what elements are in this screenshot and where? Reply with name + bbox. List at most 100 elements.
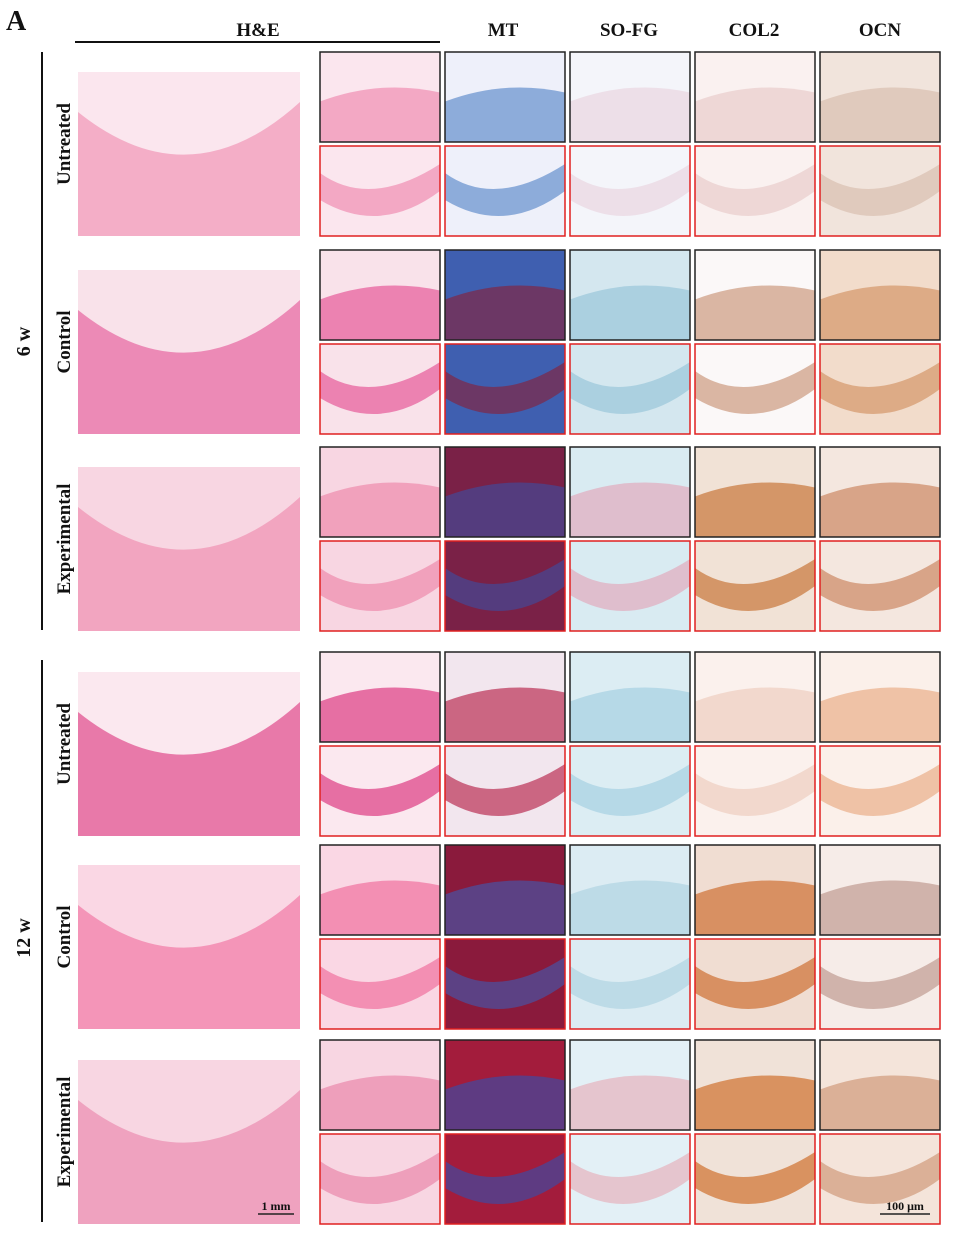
overview-tissue xyxy=(78,895,300,1029)
stain-tissue xyxy=(820,957,940,1009)
panel-border xyxy=(319,1039,441,1131)
group-label: 12 w xyxy=(13,918,35,958)
stain-tissue xyxy=(445,482,565,537)
stain-tissue xyxy=(320,559,440,611)
panel-border xyxy=(694,1133,816,1225)
stain-tissue xyxy=(570,764,690,816)
panel-border xyxy=(569,343,691,435)
stain-tissue xyxy=(695,482,815,537)
panel-border xyxy=(444,844,566,936)
stain-tissue xyxy=(695,687,815,742)
stain-tissue xyxy=(820,1152,940,1204)
stain-tissue xyxy=(320,87,440,142)
stain-tissue xyxy=(570,880,690,935)
stain-tissue xyxy=(445,687,565,742)
panel-border xyxy=(569,938,691,1030)
stain-tissue xyxy=(820,1075,940,1130)
panel-border xyxy=(694,1039,816,1131)
panel-border xyxy=(444,1133,566,1225)
panel-border xyxy=(319,540,441,632)
scale-bar-label: 100 μm xyxy=(886,1199,924,1213)
panel-border xyxy=(444,446,566,538)
overview-tissue xyxy=(78,102,300,236)
panel-border xyxy=(319,145,441,237)
panel-border xyxy=(819,51,941,143)
overview-tissue xyxy=(78,702,300,836)
stain-tissue xyxy=(695,764,815,816)
panel-border xyxy=(569,1133,691,1225)
panel-border xyxy=(819,1133,941,1225)
stain-tissue xyxy=(820,482,940,537)
stain-tissue xyxy=(820,362,940,414)
panel-border xyxy=(319,745,441,837)
stain-tissue xyxy=(320,1152,440,1204)
stain-tissue xyxy=(570,957,690,1009)
stain-tissue xyxy=(570,1152,690,1204)
panel-border xyxy=(819,343,941,435)
panel-border xyxy=(694,343,816,435)
panel-border xyxy=(319,446,441,538)
panel-border xyxy=(819,745,941,837)
stain-tissue xyxy=(445,87,565,142)
panel-border xyxy=(569,844,691,936)
panel-border xyxy=(694,249,816,341)
row-label: Experimental xyxy=(54,1077,75,1188)
panel-border xyxy=(819,446,941,538)
panel-border xyxy=(819,938,941,1030)
row-label: Control xyxy=(54,311,75,374)
stain-tissue xyxy=(445,880,565,935)
stain-tissue xyxy=(445,957,565,1009)
stain-tissue xyxy=(320,482,440,537)
panel-border xyxy=(694,540,816,632)
group-label: 6 w xyxy=(13,326,35,356)
stain-tissue xyxy=(320,764,440,816)
panel-border xyxy=(819,1039,941,1131)
stain-tissue xyxy=(820,559,940,611)
column-header: SO-FG xyxy=(600,20,658,41)
stain-tissue xyxy=(695,880,815,935)
row-label: Untreated xyxy=(54,103,75,185)
stain-tissue xyxy=(320,164,440,216)
panel-border xyxy=(694,651,816,743)
stain-tissue xyxy=(320,1075,440,1130)
stain-tissue xyxy=(695,559,815,611)
panel-border xyxy=(444,651,566,743)
panel-border xyxy=(569,1039,691,1131)
panel-border xyxy=(694,844,816,936)
stain-tissue xyxy=(445,1152,565,1204)
row-label: Untreated xyxy=(54,703,75,785)
row-label: Control xyxy=(54,906,75,969)
panel-border xyxy=(569,745,691,837)
stain-tissue xyxy=(570,164,690,216)
stain-tissue xyxy=(570,285,690,340)
panel-border xyxy=(569,651,691,743)
stain-tissue xyxy=(320,687,440,742)
panel-border xyxy=(319,51,441,143)
panel-border xyxy=(819,145,941,237)
stain-tissue xyxy=(820,687,940,742)
panel-border xyxy=(694,51,816,143)
panel-border xyxy=(444,51,566,143)
panel-border xyxy=(569,446,691,538)
panel-border xyxy=(444,938,566,1030)
stain-tissue xyxy=(695,362,815,414)
stain-tissue xyxy=(695,957,815,1009)
panel-border xyxy=(319,651,441,743)
overview-tissue xyxy=(78,497,300,631)
panel-border xyxy=(319,1133,441,1225)
stain-tissue xyxy=(570,1075,690,1130)
stain-tissue xyxy=(820,764,940,816)
stain-tissue xyxy=(820,87,940,142)
stain-tissue xyxy=(445,559,565,611)
panel-border xyxy=(444,249,566,341)
stain-tissue xyxy=(320,957,440,1009)
panel-border xyxy=(694,145,816,237)
stain-tissue xyxy=(570,362,690,414)
column-header: H&E xyxy=(236,20,279,41)
column-header: COL2 xyxy=(729,20,780,41)
panel-border xyxy=(319,938,441,1030)
panel-border xyxy=(694,938,816,1030)
panel-border xyxy=(569,540,691,632)
panel-border xyxy=(694,745,816,837)
scale-bar-label: 1 mm xyxy=(262,1199,291,1213)
